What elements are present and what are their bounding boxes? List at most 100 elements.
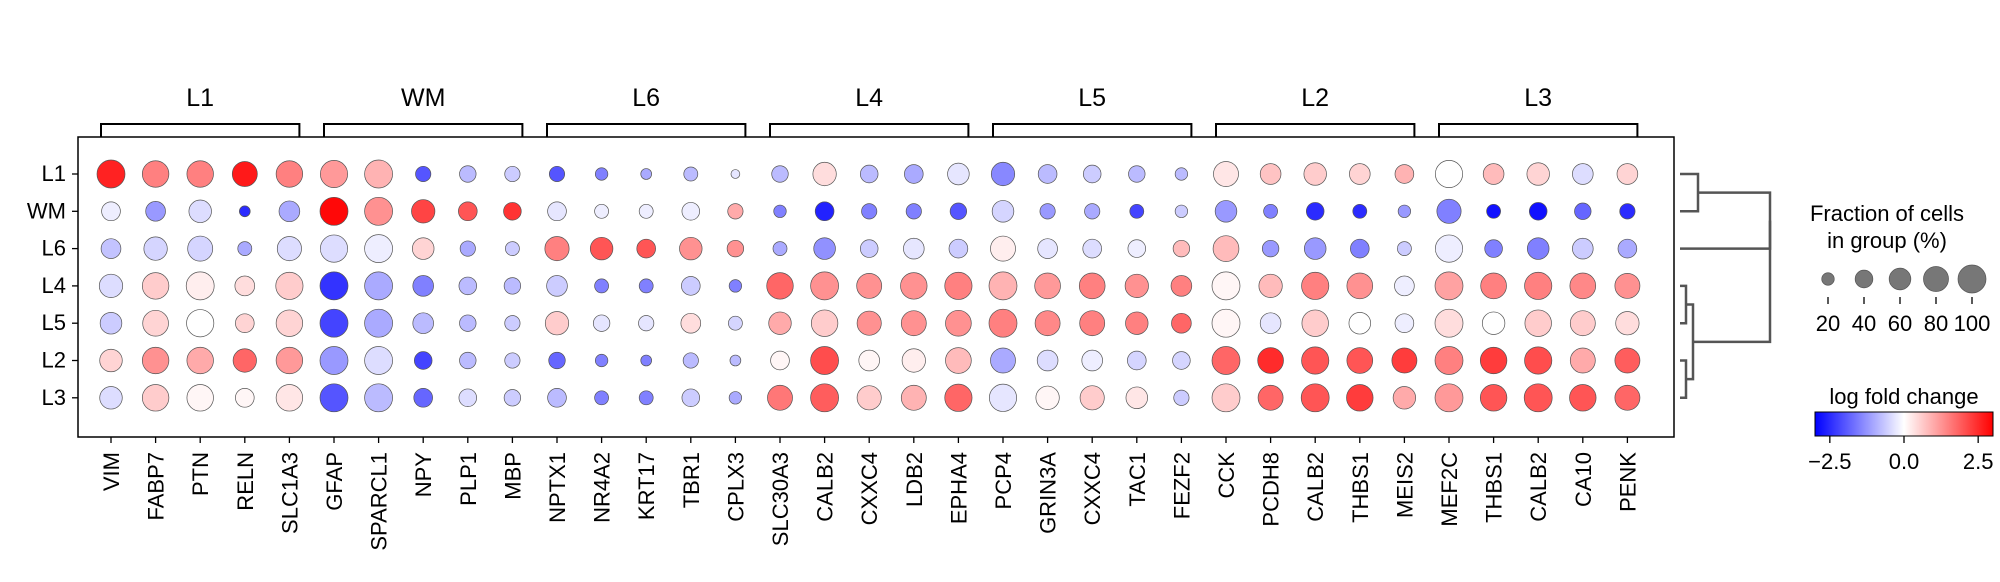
dot-L4-GRIN3A: [1034, 272, 1061, 300]
dot-L6-CALB2: [813, 237, 836, 260]
dot-L6-MEF2C: [1435, 234, 1463, 263]
dot-L6-MBP: [505, 241, 520, 256]
group-label: WM: [401, 84, 445, 112]
dot-L5-CALB2: [810, 309, 839, 337]
dot-L2-TAC1: [1127, 350, 1147, 371]
gene-label: NR4A2: [590, 452, 615, 523]
group-label: L5: [1078, 84, 1106, 112]
dot-L3-CALB2: [1300, 383, 1330, 413]
dot-L4-TBR1: [681, 276, 701, 296]
gene-label: NPTX1: [545, 452, 570, 523]
dot-L2-VIM: [99, 348, 123, 373]
dot-L2-RELN: [232, 348, 257, 373]
size-legend-dot: [1821, 272, 1835, 286]
dot-L3-CXXC4: [856, 385, 882, 411]
dot-L4-MEF2C: [1434, 271, 1464, 301]
dot-L4-TAC1: [1124, 273, 1149, 298]
dot-WM-NPY: [411, 199, 436, 224]
size-legend-label: 20: [1816, 311, 1840, 336]
dot-L3-CALB2: [1523, 383, 1553, 413]
group-bracket: [992, 123, 1193, 137]
dot-L5-CALB2: [1301, 309, 1329, 337]
dot-L4-PENK: [1614, 273, 1641, 299]
group-bracket: [546, 123, 747, 137]
dot-L6-GRIN3A: [1037, 238, 1058, 259]
dot-L2-MEF2C: [1434, 346, 1464, 375]
dot-L2-PTN: [186, 346, 214, 375]
dot-L6-EPHA4: [948, 238, 969, 259]
dot-L3-GFAP: [319, 383, 349, 413]
dot-L5-MBP: [504, 315, 521, 332]
dot-L5-FABP7: [142, 309, 169, 337]
dot-L2-SPARCL1: [364, 346, 393, 375]
group-label: L4: [855, 84, 883, 112]
dendrogram-branch: [1680, 359, 1688, 400]
gene-label: PLP1: [456, 452, 481, 506]
dot-L3-PTN: [186, 384, 214, 412]
dot-L1-CALB2: [1303, 162, 1327, 186]
dot-L4-SLC30A3: [766, 272, 794, 300]
dot-L6-NPTX1: [544, 236, 570, 262]
dot-L3-FEZF2: [1173, 389, 1190, 406]
dot-L1-PENK: [1616, 163, 1639, 185]
dot-L3-CPLX3: [728, 391, 743, 405]
group-bracket: [1438, 123, 1639, 137]
dot-L5-VIM: [99, 312, 123, 335]
dendrogram-branch: [1680, 172, 1700, 213]
dot-WM-CA10: [1574, 202, 1592, 220]
dot-L6-CPLX3: [726, 239, 745, 258]
dot-L4-THBS1: [1346, 272, 1374, 300]
dot-L4-CXXC4: [1078, 272, 1106, 300]
dot-L5-CPLX3: [728, 315, 743, 331]
dot-L4-MEIS2: [1394, 275, 1415, 297]
dot-L4-PTN: [185, 271, 215, 301]
dot-L3-CA10: [1569, 384, 1597, 412]
dot-L5-EPHA4: [945, 309, 972, 337]
gene-label: CCK: [1214, 452, 1239, 499]
row-label: L4: [42, 273, 66, 298]
dot-L3-SLC30A3: [767, 384, 793, 411]
gene-label: LDB2: [902, 452, 927, 507]
dot-L6-NR4A2: [589, 236, 614, 261]
dot-L6-TAC1: [1127, 239, 1147, 258]
dot-L4-PCDH8: [1258, 273, 1283, 298]
dot-WM-FEZF2: [1174, 204, 1189, 218]
dot-L1-GFAP: [320, 160, 348, 188]
dot-WM-SPARCL1: [364, 196, 393, 226]
dot-WM-MBP: [503, 202, 522, 221]
dot-WM-CXXC4: [1084, 203, 1101, 220]
group-bracket: [323, 123, 524, 137]
dot-L5-SPARCL1: [364, 308, 393, 338]
group-label: L6: [632, 84, 660, 112]
dot-L6-CXXC4: [859, 239, 879, 258]
colorbar-tick-label: 2.5: [1963, 449, 1994, 474]
dot-WM-PENK: [1619, 203, 1636, 220]
dot-WM-SLC30A3: [773, 204, 787, 218]
dot-L4-CXXC4: [856, 273, 883, 299]
size-legend: Fraction of cells in group (%) 20 40 60 80 1…: [1810, 201, 1990, 336]
dot-L5-SLC1A3: [275, 309, 304, 337]
gene-label: MBP: [500, 452, 525, 500]
dot-L1-SPARCL1: [364, 159, 393, 189]
colorbar-tick-label: −2.5: [1808, 449, 1851, 474]
dot-L2-PLP1: [459, 351, 477, 370]
dot-L6-PLP1: [459, 240, 476, 257]
dot-L3-SLC1A3: [275, 384, 304, 412]
dot-L2-KRT17: [640, 354, 652, 367]
dot-L1-CCK: [1213, 161, 1239, 187]
dot-L5-MEIS2: [1394, 313, 1415, 333]
dot-L1-RELN: [231, 161, 258, 187]
dot-L6-SLC1A3: [276, 236, 302, 262]
dot-L2-NPY: [413, 351, 433, 370]
gene-label: CXXC4: [857, 452, 882, 525]
group-brackets: L1 WM L6 L4 L5 L2 L3: [100, 84, 1639, 137]
dot-L3-CCK: [1211, 383, 1241, 413]
row-label: L2: [42, 348, 66, 373]
row-label: WM: [27, 198, 66, 223]
dot-L5-THBS1: [1348, 312, 1371, 335]
dot-L4-EPHA4: [944, 271, 973, 300]
dot-L5-THBS1: [1481, 311, 1506, 335]
row-label: L1: [42, 161, 66, 186]
dot-L5-CCK: [1211, 308, 1241, 338]
row-label: L5: [42, 310, 66, 335]
